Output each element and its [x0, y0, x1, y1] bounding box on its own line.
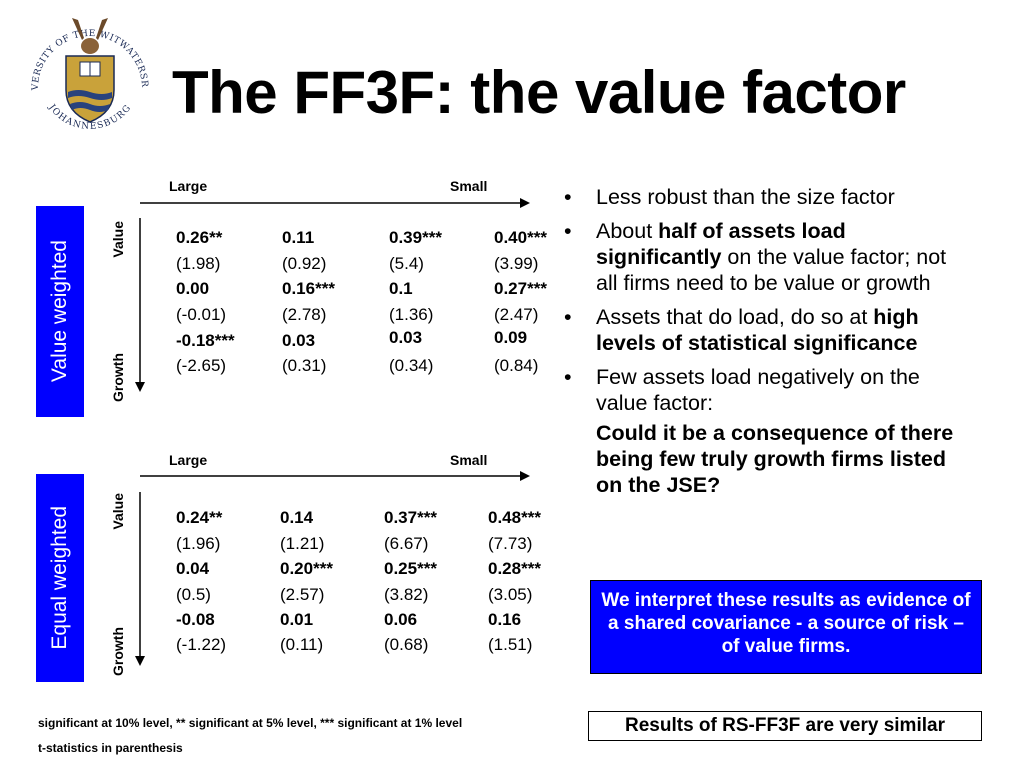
ew-coef-cell: 0.14	[280, 508, 314, 527]
bullet-item: • About half of assets load significantl…	[562, 218, 972, 296]
ew-tstat-cell: (3.82)	[384, 585, 429, 604]
ew-tstat-cell: (0.5)	[176, 585, 211, 604]
ew-coef-cell: 0.04	[176, 559, 210, 578]
ew-large-label: Large	[169, 452, 208, 468]
ew-tstat-cell: (6.67)	[384, 534, 429, 553]
university-crest-logo: UNIVERSITY OF THE WITWATERSRAND JOHANNES…	[20, 10, 149, 132]
bullet-emphasis: Could it be a consequence of there being…	[596, 421, 954, 497]
bullet-marker: •	[564, 185, 572, 209]
ew-small-label: Small	[450, 452, 488, 468]
vw-tstat-cell: (5.4)	[389, 254, 424, 273]
vw-coef-cell: 0.40***	[494, 228, 547, 247]
vw-value-label: Value	[110, 221, 126, 258]
rs-ff3f-note-box: Results of RS-FF3F are very similar	[588, 711, 982, 741]
ew-tstat-cell: (0.11)	[280, 635, 324, 654]
bullet-item: • Less robust than the size factor	[562, 184, 972, 210]
vw-large-label: Large	[169, 178, 208, 194]
vw-coef-cell: 0.11	[282, 228, 315, 247]
ew-coef-cell: 0.16	[488, 610, 522, 629]
significance-footnote: significant at 10% level, ** significant…	[38, 716, 463, 730]
equal-weighted-label: Equal weighted	[48, 506, 71, 650]
ew-coef-cell: 0.48***	[488, 508, 541, 527]
vw-coef-cell: 0.39***	[389, 228, 442, 247]
vw-coef-cell: 0.1	[389, 279, 413, 298]
ew-tstat-cell: (1.96)	[176, 534, 221, 553]
ew-coef-cell: 0.20***	[280, 559, 333, 578]
ew-tstat-cell: (2.57)	[280, 585, 325, 604]
ew-tstat-cell: (7.73)	[488, 534, 533, 553]
tstat-footnote: t-statistics in parenthesis	[38, 741, 183, 755]
vw-tstat-cell: (3.99)	[494, 254, 539, 273]
vw-coef-cell: 0.16***	[282, 279, 335, 298]
ew-tstat-cell: (0.68)	[384, 635, 429, 654]
vw-growth-label: Growth	[110, 353, 126, 402]
vw-coef-cell: 0.09	[494, 328, 528, 347]
ew-tstat-cell: (1.21)	[280, 534, 325, 553]
ew-coef-cell: 0.28***	[488, 559, 541, 578]
vw-tstat-cell: (1.36)	[389, 305, 434, 324]
vw-tstat-cell: (0.31)	[282, 356, 327, 375]
ew-coef-cell: 0.25***	[384, 559, 437, 578]
vw-tstat-cell: (2.47)	[494, 305, 539, 324]
bullet-continuation: Could it be a consequence of there being…	[562, 420, 972, 498]
equal-weighted-label-box: Equal weighted	[36, 474, 84, 682]
vw-tstat-cell: (0.84)	[494, 356, 539, 375]
bullet-emphasis: high levels of statistical significance	[596, 305, 919, 355]
ew-coef-cell: 0.06	[384, 610, 418, 629]
bullet-marker: •	[564, 305, 572, 329]
vw-coef-cell: 0.03	[389, 328, 423, 347]
vw-coef-cell: 0.26**	[176, 228, 223, 247]
ew-growth-label: Growth	[110, 627, 126, 676]
bullet-text: on the value factor; not all firms need …	[596, 245, 947, 295]
bullet-marker: •	[564, 365, 572, 389]
bullet-text: Assets that do load, do so at	[596, 305, 874, 329]
vw-tstat-cell: (-2.65)	[176, 356, 227, 375]
ew-tstat-cell: (3.05)	[488, 585, 533, 604]
vw-tstat-cell: (0.92)	[282, 254, 327, 273]
interpretation-box: We interpret these results as evidence o…	[590, 580, 982, 674]
vw-tstat-cell: (-0.01)	[176, 305, 227, 324]
bullet-text: Less robust than the size factor	[596, 185, 895, 209]
vw-coef-cell: 0.03	[282, 331, 316, 350]
vw-coef-cell: 0.27***	[494, 279, 547, 298]
value-weighted-label: Value weighted	[48, 240, 71, 383]
bullet-emphasis: half of assets load significantly	[596, 219, 846, 269]
ew-tstat-cell: (-1.22)	[176, 635, 227, 654]
ew-coef-cell: -0.08	[176, 610, 215, 629]
bullet-text: About	[596, 219, 659, 243]
ew-coef-cell: 0.01	[280, 610, 314, 629]
bullet-list: • Less robust than the size factor • Abo…	[562, 184, 972, 506]
vw-tstat-cell: (2.78)	[282, 305, 327, 324]
value-weighted-label-box: Value weighted	[36, 206, 84, 417]
bullet-item: • Assets that do load, do so at high lev…	[562, 304, 972, 356]
ew-value-label: Value	[110, 493, 126, 530]
vw-small-label: Small	[450, 178, 488, 194]
ew-coef-cell: 0.24**	[176, 508, 223, 527]
vw-coef-cell: -0.18***	[176, 331, 235, 350]
bullet-item: • Few assets load negatively on the valu…	[562, 364, 972, 416]
bullet-marker: •	[564, 219, 572, 243]
vw-tstat-cell: (0.34)	[389, 356, 434, 375]
vw-coef-cell: 0.00	[176, 279, 210, 298]
slide-title: The FF3F: the value factor	[172, 59, 906, 126]
bullet-text: Few assets load negatively on the value …	[596, 365, 920, 415]
ew-tstat-cell: (1.51)	[488, 635, 533, 654]
ew-coef-cell: 0.37***	[384, 508, 437, 527]
vw-tstat-cell: (1.98)	[176, 254, 221, 273]
